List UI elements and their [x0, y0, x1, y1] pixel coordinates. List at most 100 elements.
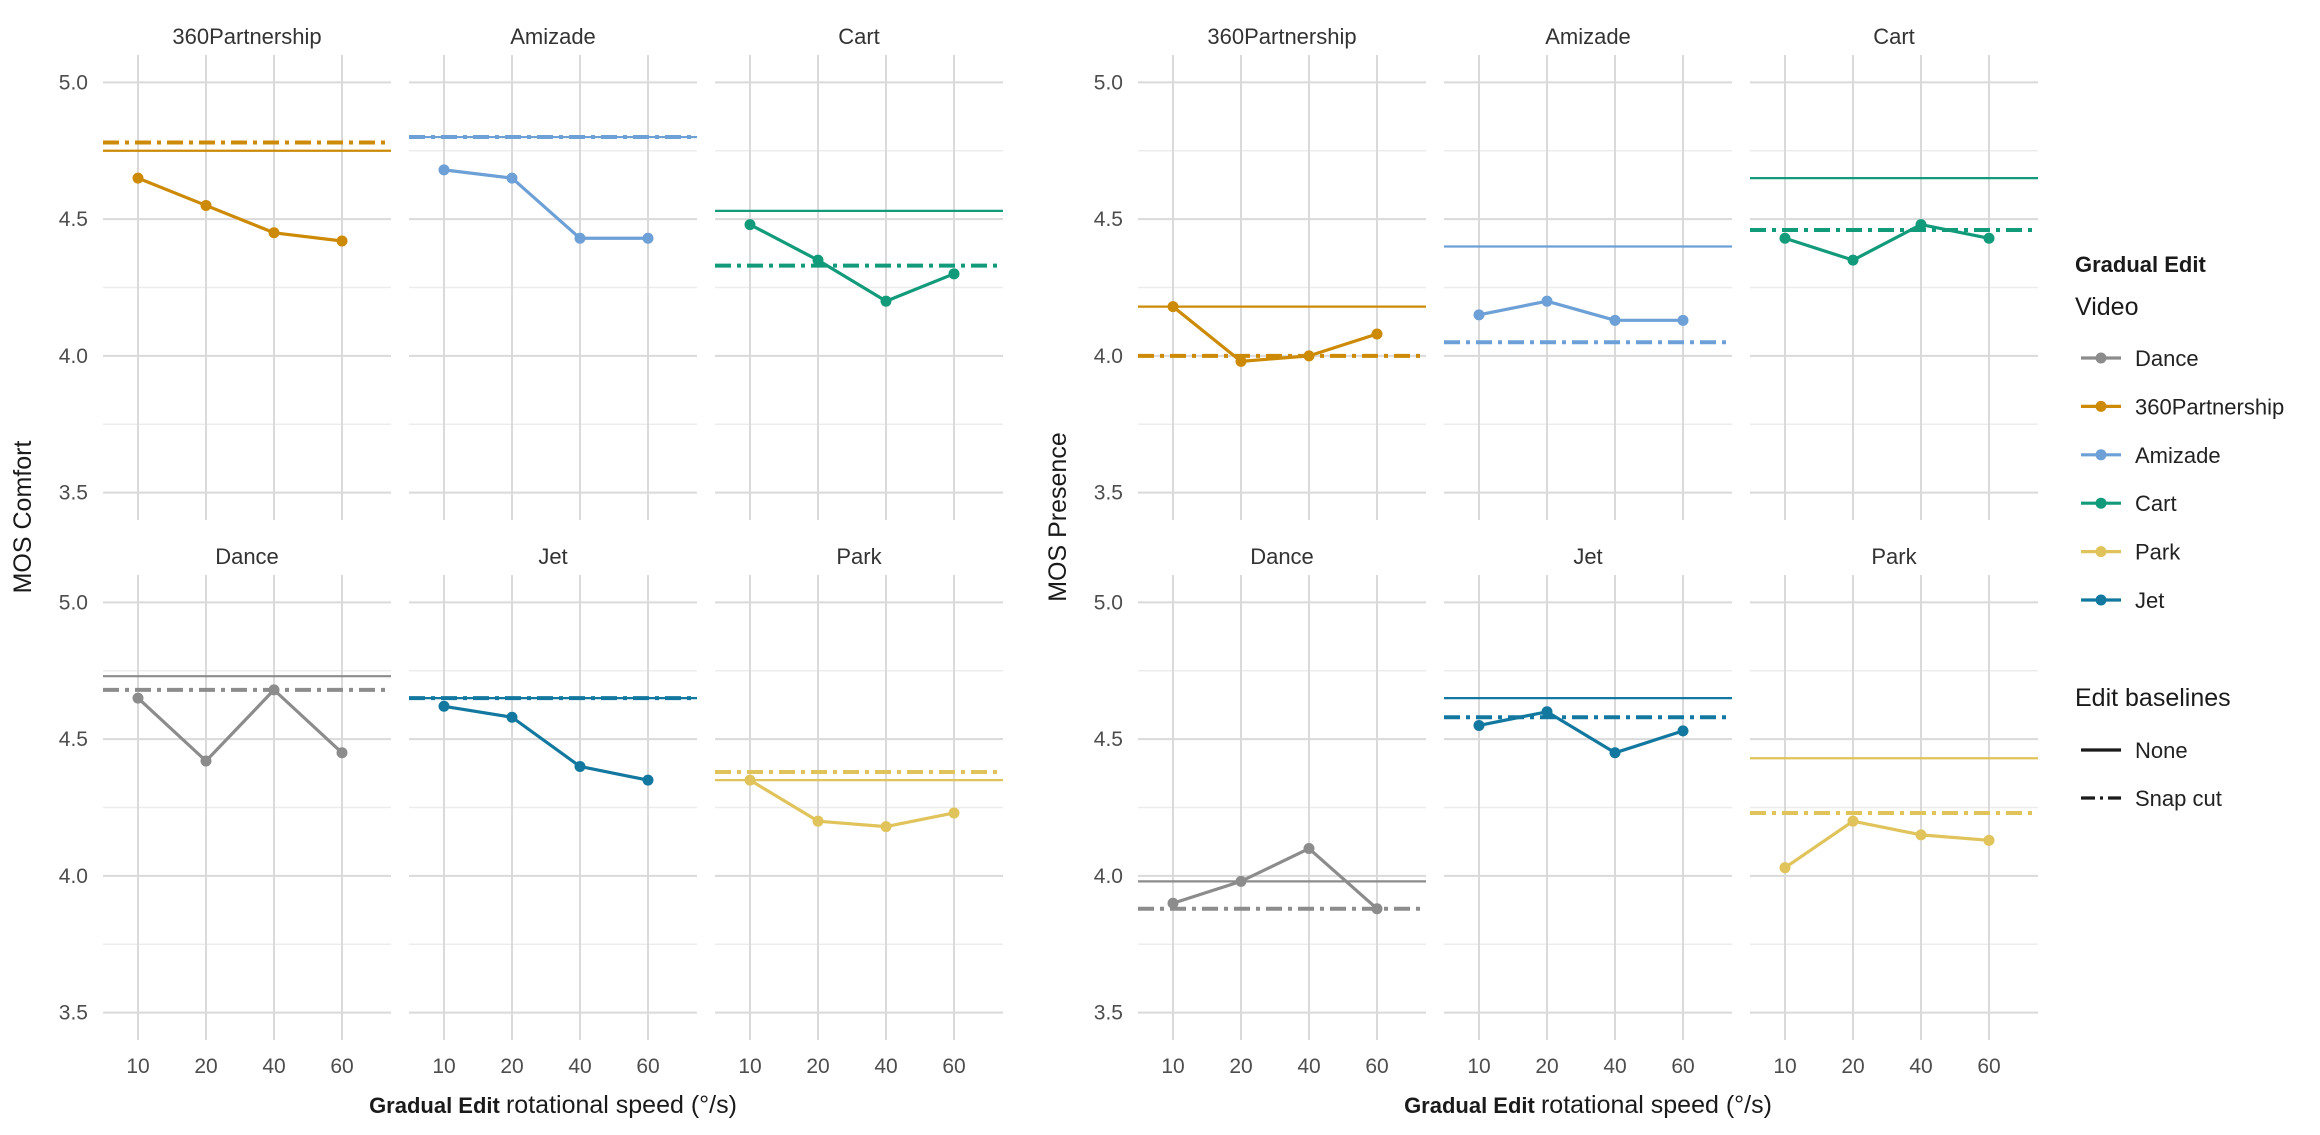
- series-line: [1478, 710, 1684, 755]
- legend-label: 360Partnership: [2135, 394, 2284, 419]
- y-axis-title: MOS Presence: [1044, 432, 1072, 602]
- data-point: [1609, 747, 1621, 759]
- facet-park: Park 10 20 40 60: [715, 544, 1003, 1078]
- facet-amizade: Amizade: [409, 24, 697, 520]
- x-tick-label: 60: [1365, 1055, 1388, 1078]
- y-tick-label: 4.5: [1094, 728, 1123, 751]
- facet-title: Park: [836, 544, 882, 569]
- x-tick-label: 60: [942, 1055, 965, 1078]
- facet-title: Jet: [1573, 544, 1602, 569]
- x-tick-label: 40: [1603, 1055, 1626, 1078]
- series-line: [1171, 305, 1378, 363]
- facet-title: Dance: [215, 544, 279, 569]
- y-tick-label: 5.0: [1094, 591, 1123, 614]
- series-line: [749, 223, 955, 303]
- data-point: [438, 700, 450, 712]
- data-point: [132, 172, 144, 184]
- facet-dance: Dance 5.0 4.5 4.0 3.5 10 20 40 60: [59, 544, 391, 1078]
- legend-label: Snap cut: [2135, 786, 2222, 811]
- x-tick-label: 10: [1467, 1055, 1490, 1078]
- y-tick-label: 3.5: [1094, 1002, 1123, 1025]
- series-line: [443, 704, 649, 782]
- legend-title-gradual-edit: Gradual Edit: [2075, 252, 2206, 277]
- data-point: [506, 172, 518, 184]
- data-point: [506, 711, 518, 723]
- series-line: [1784, 819, 1990, 869]
- data-point: [1371, 903, 1383, 915]
- legend-label: Amizade: [2135, 443, 2221, 468]
- data-point: [200, 755, 212, 767]
- y-tick-label: 4.5: [59, 728, 88, 751]
- data-point: [1541, 295, 1553, 307]
- x-tick-label: 60: [1977, 1055, 2000, 1078]
- series-line: [136, 688, 344, 763]
- x-tick-label: 20: [500, 1055, 523, 1078]
- x-axis-title: Gradual Edit rotational speed (°/s): [1404, 1091, 1772, 1119]
- data-point: [574, 760, 586, 772]
- y-tick-label: 4.0: [1094, 865, 1123, 888]
- series-line: [1784, 222, 1990, 262]
- series-line: [443, 168, 648, 240]
- data-point: [1677, 314, 1689, 326]
- data-point: [200, 199, 212, 211]
- legend-title-baselines: Edit baselines: [2075, 684, 2231, 712]
- data-point: [268, 684, 280, 696]
- facet-title: Amizade: [1545, 24, 1631, 49]
- legend-item-cart: Cart: [2081, 491, 2177, 516]
- data-point: [1915, 219, 1927, 231]
- x-tick-label: 20: [1841, 1055, 1864, 1078]
- data-point: [438, 164, 450, 176]
- legend-item-park: Park: [2081, 540, 2181, 565]
- x-tick-label: 40: [1297, 1055, 1320, 1078]
- facet-cart: Cart: [1750, 24, 2038, 520]
- legend-videos: Dance 360Partnership Amizade Cart Park Jet: [2081, 346, 2284, 613]
- facet-title: Amizade: [510, 24, 596, 49]
- facet-jet: Jet 10 20 40 60: [409, 544, 697, 1078]
- x-tick-label: 10: [738, 1055, 761, 1078]
- x-tick-label: 40: [874, 1055, 897, 1078]
- legend-baselines: None Snap cut: [2081, 738, 2222, 811]
- legend-title-video: Video: [2075, 293, 2139, 321]
- facet-amizade: Amizade: [1444, 24, 1732, 520]
- data-point: [132, 692, 144, 704]
- series-line: [1172, 846, 1379, 910]
- data-point: [948, 807, 960, 819]
- x-tick-label: 20: [194, 1055, 217, 1078]
- y-tick-label: 5.0: [59, 71, 88, 94]
- data-point: [880, 821, 892, 833]
- facet-title: 360Partnership: [1207, 24, 1356, 49]
- data-point: [1847, 815, 1859, 827]
- facet-360partnership: 360Partnership 5.0 4.5 4.0 3.5: [1094, 24, 1426, 520]
- legend-label: None: [2135, 738, 2188, 763]
- data-point: [336, 235, 348, 247]
- y-tick-label: 4.5: [1094, 208, 1123, 231]
- data-point: [1983, 834, 1995, 846]
- x-tick-label: 20: [1229, 1055, 1252, 1078]
- data-point: [1779, 232, 1791, 244]
- y-tick-label: 3.5: [59, 1002, 88, 1025]
- data-point: [948, 268, 960, 280]
- data-point: [1779, 862, 1791, 874]
- data-point: [1609, 314, 1621, 326]
- data-point: [880, 295, 892, 307]
- legend-key-point: [2095, 352, 2107, 364]
- legend-label: Dance: [2135, 346, 2199, 371]
- y-tick-label: 3.5: [59, 482, 88, 505]
- x-axis-title: Gradual Edit rotational speed (°/s): [369, 1091, 737, 1119]
- data-point: [1371, 328, 1383, 340]
- x-tick-label: 20: [1535, 1055, 1558, 1078]
- x-tick-label: 10: [1161, 1055, 1184, 1078]
- legend: Gradual Edit Video Dance 360Partnership Am…: [2075, 252, 2284, 811]
- data-point: [1303, 843, 1315, 855]
- facet-dance: Dance 5.0 4.5 4.0 3.5 10 20 40 60: [1094, 544, 1426, 1078]
- data-point: [1473, 309, 1485, 321]
- data-point: [1167, 301, 1179, 313]
- legend-key-point: [2095, 449, 2107, 461]
- legend-baseline-snap-cut: Snap cut: [2081, 786, 2222, 811]
- legend-item-dance: Dance: [2081, 346, 2199, 371]
- y-tick-label: 3.5: [1094, 482, 1123, 505]
- data-point: [1473, 719, 1485, 731]
- x-tick-label: 40: [568, 1055, 591, 1078]
- legend-key-point: [2095, 400, 2107, 412]
